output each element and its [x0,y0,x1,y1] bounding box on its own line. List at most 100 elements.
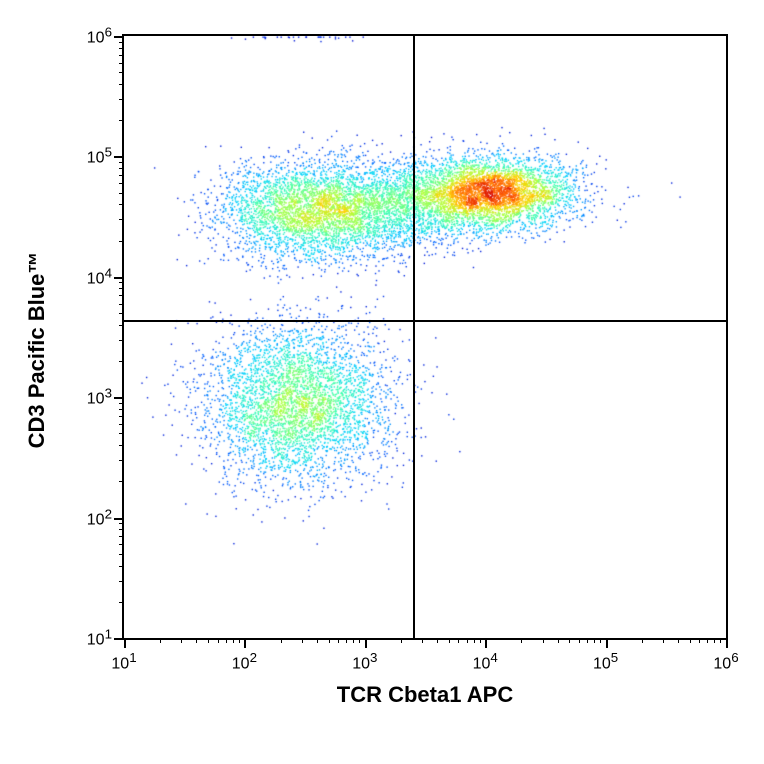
y-tick-minor [119,361,124,362]
x-tick-minor [422,638,423,643]
y-tick-minor [119,424,124,425]
y-tick-minor [119,42,124,43]
x-tick-minor [401,638,402,643]
x-tick-minor [353,638,354,643]
x-tick-major [606,638,608,648]
x-tick-minor [281,638,282,643]
y-tick-minor [119,304,124,305]
y-tick-minor [119,416,124,417]
x-tick-minor [569,638,570,643]
y-tick-minor [119,325,124,326]
x-tick-major [485,638,487,648]
y-tick-minor [119,460,124,461]
x-tick-minor [642,638,643,643]
x-tick-minor [474,638,475,643]
y-tick-minor [119,204,124,205]
x-tick-major [244,638,246,648]
y-tick-minor [119,282,124,283]
y-tick-minor [119,175,124,176]
x-tick-label: 106 [713,650,738,673]
y-tick-minor [119,241,124,242]
y-tick-minor [119,445,124,446]
y-tick-minor [119,63,124,64]
y-tick-minor [119,162,124,163]
x-tick-minor [233,638,234,643]
y-tick-minor [119,193,124,194]
plot-area: 101101102102103103104104105105106106 [122,34,728,640]
y-tick-major [114,36,124,38]
x-tick-minor [720,638,721,643]
x-tick-minor [678,638,679,643]
y-tick-label: 106 [87,24,112,47]
y-tick-minor [119,403,124,404]
x-tick-label: 103 [352,650,377,673]
y-tick-minor [119,295,124,296]
y-tick-minor [119,183,124,184]
y-tick-minor [119,55,124,56]
x-tick-major [365,638,367,648]
flow-cytometry-figure: 101101102102103103104104105105106106 TCR… [0,0,764,764]
x-tick-minor [458,638,459,643]
x-tick-minor [317,638,318,643]
y-tick-label: 102 [87,506,112,529]
y-tick-label: 105 [87,145,112,168]
y-tick-minor [119,529,124,530]
y-axis-label: CD3 Pacific Blue™ [24,252,50,449]
x-tick-minor [521,638,522,643]
y-tick-minor [119,602,124,603]
x-tick-minor [302,638,303,643]
y-tick-label: 103 [87,386,112,409]
y-tick-minor [119,168,124,169]
y-tick-minor [119,433,124,434]
y-tick-minor [119,340,124,341]
x-tick-minor [558,638,559,643]
x-tick-label: 102 [232,650,257,673]
x-tick-label: 104 [473,650,498,673]
y-tick-label: 101 [87,626,112,649]
x-tick-minor [208,638,209,643]
y-tick-major [114,638,124,640]
x-tick-minor [543,638,544,643]
x-tick-minor [663,638,664,643]
y-tick-minor [119,409,124,410]
x-tick-minor [587,638,588,643]
density-scatter-canvas [124,36,726,638]
x-axis-label: TCR Cbeta1 APC [337,682,513,708]
x-tick-minor [239,638,240,643]
y-tick-minor [119,84,124,85]
y-tick-minor [119,48,124,49]
y-tick-minor [119,544,124,545]
x-tick-minor [346,638,347,643]
x-tick-major [726,638,728,648]
x-tick-minor [594,638,595,643]
x-tick-minor [359,638,360,643]
x-tick-label: 105 [593,650,618,673]
x-tick-minor [600,638,601,643]
x-tick-minor [467,638,468,643]
x-tick-minor [714,638,715,643]
x-tick-minor [226,638,227,643]
x-tick-minor [579,638,580,643]
y-tick-minor [119,566,124,567]
x-tick-label: 101 [111,650,136,673]
y-tick-minor [119,99,124,100]
y-tick-minor [119,481,124,482]
y-tick-minor [119,219,124,220]
y-tick-minor [119,536,124,537]
y-tick-minor [119,72,124,73]
x-tick-minor [480,638,481,643]
y-tick-label: 104 [87,265,112,288]
y-tick-minor [119,554,124,555]
y-tick-minor [119,120,124,121]
y-tick-minor [119,313,124,314]
x-tick-minor [690,638,691,643]
x-tick-major [124,638,126,648]
x-tick-minor [437,638,438,643]
x-tick-minor [218,638,219,643]
x-tick-minor [338,638,339,643]
quadrant-horizontal-line [124,320,726,322]
quadrant-vertical-line [413,36,415,638]
x-tick-minor [699,638,700,643]
x-tick-minor [449,638,450,643]
x-tick-minor [707,638,708,643]
